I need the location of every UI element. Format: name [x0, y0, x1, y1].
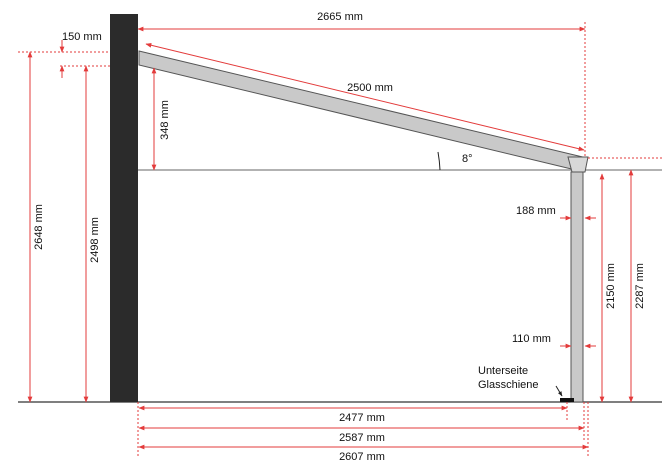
rafter-end-cap	[567, 156, 589, 173]
glass-rail-pointer	[555, 385, 563, 397]
dim-rafter-length	[145, 42, 585, 152]
label-bottom-2607: 2607 mm	[339, 451, 385, 463]
label-wall-offset: 150 mm	[62, 31, 102, 43]
glass-rail-foot	[560, 398, 574, 402]
label-post-offset-lower: 110 mm	[512, 333, 551, 345]
label-angle: 8°	[462, 153, 473, 165]
label-left-outer-height: 2648 mm	[33, 204, 45, 250]
house-wall	[110, 14, 138, 402]
label-right-height: 2287 mm	[634, 263, 646, 309]
label-bottom-2477: 2477 mm	[339, 412, 385, 424]
label-rafter-length: 2500 mm	[347, 82, 393, 94]
support-post	[570, 171, 584, 403]
label-glass-rail-1: Unterseite	[478, 365, 528, 377]
label-bottom-2587: 2587 mm	[339, 432, 385, 444]
roof-rafter	[138, 50, 588, 173]
label-top-width: 2665 mm	[317, 11, 363, 23]
label-left-inner-height: 2498 mm	[89, 217, 101, 263]
angle-arc	[437, 151, 441, 171]
label-post-height: 2150 mm	[605, 263, 617, 309]
label-rise: 348 mm	[159, 100, 171, 140]
label-post-offset-upper: 188 mm	[516, 205, 556, 217]
label-glass-rail-2: Glasschiene	[478, 379, 539, 391]
